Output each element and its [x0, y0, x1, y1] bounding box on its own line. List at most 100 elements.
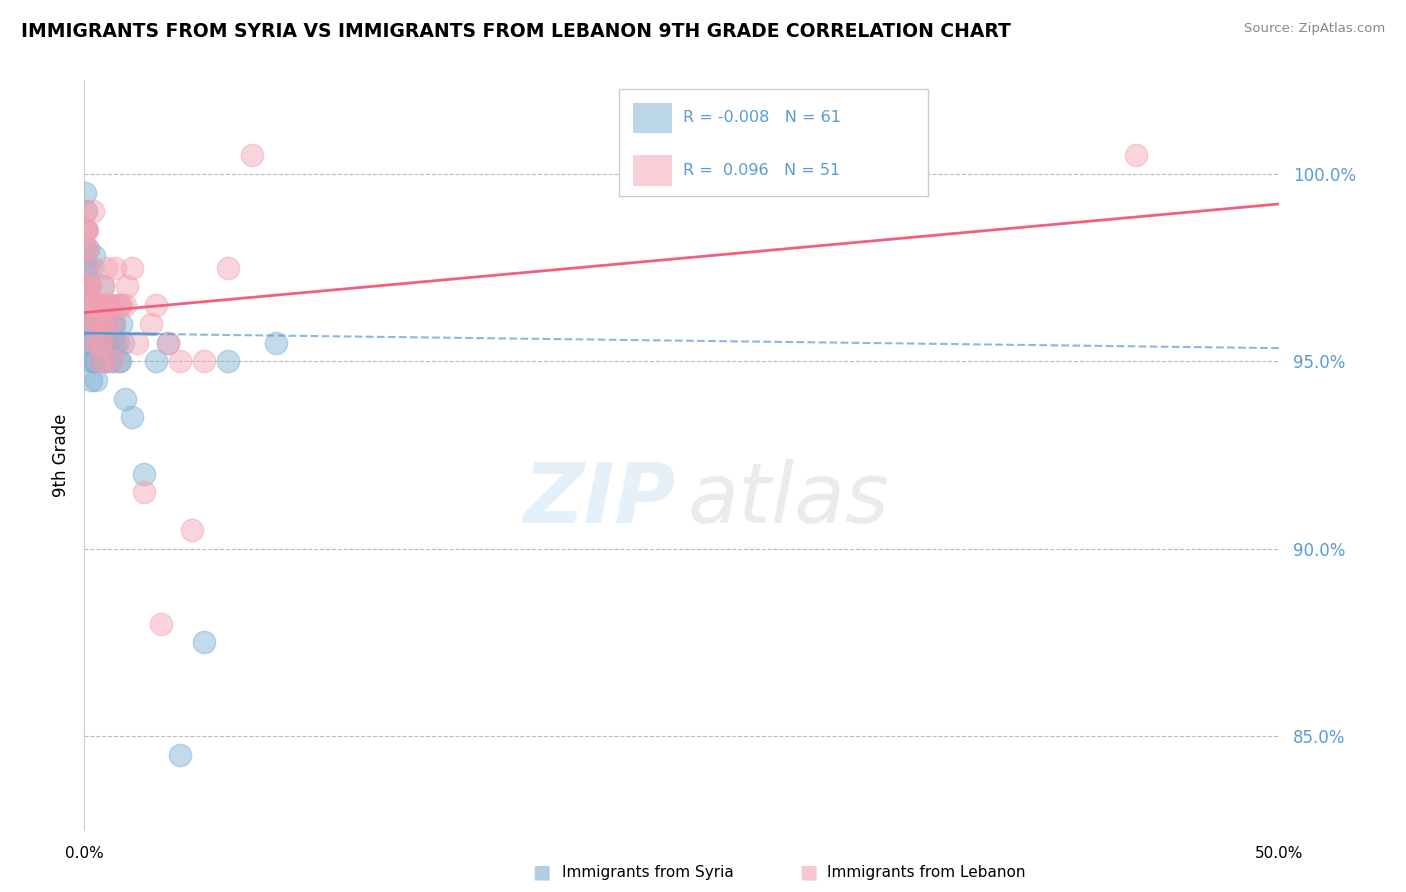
Point: [73, 186, 96, 200]
Y-axis label: 9th Grade: 9th Grade: [52, 413, 70, 497]
Point: [217, 354, 239, 368]
Point: [86, 373, 108, 387]
Point: [84, 335, 107, 350]
Point: [79, 279, 101, 293]
Point: [77, 317, 100, 331]
Point: [104, 335, 127, 350]
Point: [76, 223, 98, 237]
Text: ■: ■: [531, 863, 551, 882]
Point: [100, 298, 122, 312]
Point: [169, 354, 191, 368]
Point: [91, 298, 114, 312]
Point: [89, 298, 111, 312]
Point: [110, 298, 132, 312]
Point: [89, 298, 111, 312]
Point: [103, 354, 125, 368]
Point: [104, 260, 127, 275]
Point: [101, 317, 124, 331]
Point: [80, 373, 103, 387]
Text: Immigrants from Lebanon: Immigrants from Lebanon: [827, 865, 1025, 880]
Point: [141, 317, 163, 331]
Point: [91, 317, 114, 331]
Point: [132, 467, 156, 481]
Point: [110, 354, 132, 368]
Point: [93, 279, 115, 293]
Point: [75, 223, 97, 237]
Text: Source: ZipAtlas.com: Source: ZipAtlas.com: [1244, 22, 1385, 36]
Point: [87, 354, 110, 368]
Point: [93, 335, 115, 350]
Point: [83, 354, 105, 368]
Point: [97, 317, 120, 331]
Point: [107, 298, 129, 312]
Point: [79, 279, 101, 293]
Point: [75, 223, 97, 237]
Point: [145, 354, 167, 368]
Text: R =  0.096   N = 51: R = 0.096 N = 51: [683, 163, 841, 178]
Point: [1125, 148, 1147, 162]
Point: [90, 354, 112, 368]
Point: [111, 335, 134, 350]
Point: [90, 335, 112, 350]
Point: [217, 260, 239, 275]
Point: [108, 354, 131, 368]
Point: [83, 298, 105, 312]
Point: [82, 317, 104, 331]
Point: [87, 335, 110, 350]
Point: [77, 242, 100, 256]
Text: ■: ■: [799, 863, 818, 882]
Point: [82, 317, 104, 331]
Point: [240, 148, 263, 162]
Point: [98, 298, 121, 312]
Point: [105, 335, 128, 350]
Point: [101, 317, 124, 331]
Point: [75, 223, 97, 237]
Point: [84, 354, 107, 368]
Point: [79, 317, 101, 331]
Point: [75, 242, 97, 256]
Point: [91, 317, 114, 331]
Point: [79, 335, 101, 350]
Point: [77, 298, 100, 312]
Point: [125, 335, 148, 350]
Point: [114, 392, 136, 406]
Text: IMMIGRANTS FROM SYRIA VS IMMIGRANTS FROM LEBANON 9TH GRADE CORRELATION CHART: IMMIGRANTS FROM SYRIA VS IMMIGRANTS FROM…: [21, 22, 1011, 41]
Point: [75, 260, 97, 275]
Point: [193, 635, 215, 649]
Point: [80, 260, 103, 275]
Point: [110, 298, 132, 312]
Point: [75, 204, 97, 219]
Point: [114, 298, 136, 312]
Point: [94, 260, 117, 275]
Point: [121, 410, 143, 425]
Text: ZIP: ZIP: [523, 459, 676, 541]
Point: [75, 242, 97, 256]
Point: [97, 335, 120, 350]
Point: [145, 298, 167, 312]
Point: [110, 317, 132, 331]
Point: [132, 485, 156, 500]
Point: [90, 335, 112, 350]
Point: [96, 354, 118, 368]
Point: [117, 279, 139, 293]
Point: [77, 242, 100, 256]
Point: [83, 249, 105, 263]
Point: [82, 354, 104, 368]
Point: [91, 354, 114, 368]
Point: [93, 279, 115, 293]
Point: [94, 317, 117, 331]
Point: [73, 204, 96, 219]
Text: R = -0.008   N = 61: R = -0.008 N = 61: [683, 111, 841, 125]
Point: [86, 317, 108, 331]
Text: atlas: atlas: [688, 459, 890, 541]
Point: [76, 279, 98, 293]
Point: [157, 335, 180, 350]
Point: [84, 335, 107, 350]
Point: [79, 298, 101, 312]
Point: [94, 317, 117, 331]
Point: [76, 279, 98, 293]
Point: [98, 298, 121, 312]
Point: [169, 747, 191, 762]
Point: [264, 335, 287, 350]
Point: [77, 260, 100, 275]
